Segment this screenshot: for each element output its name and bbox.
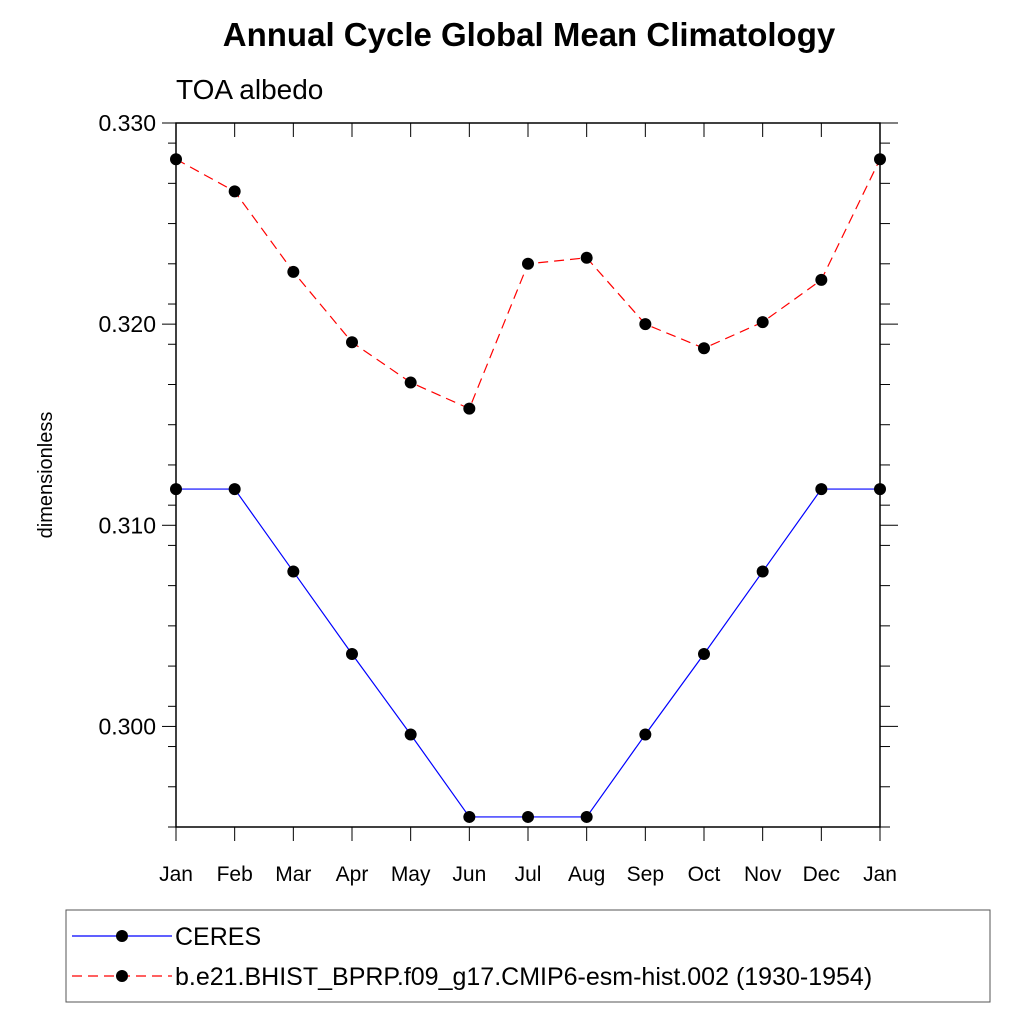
y-axis-label: dimensionless (35, 412, 57, 539)
x-tick-label: Mar (275, 863, 311, 886)
legend-label-model: b.e21.BHIST_BPRP.f09_g17.CMIP6-esm-hist.… (175, 963, 872, 991)
series-line-0 (176, 488, 880, 818)
series-1-point (346, 336, 358, 349)
series-0-point (346, 648, 358, 661)
x-tick-label: May (391, 863, 431, 886)
x-tick-label: Sep (627, 863, 664, 886)
series-0-point (639, 728, 652, 741)
series-0-point (404, 728, 417, 741)
series-1-point (815, 273, 828, 286)
legend-entry-ceres: CERES (72, 923, 261, 951)
series-1-point (580, 251, 593, 264)
x-tick-label: Aug (568, 863, 605, 886)
series-0-point (463, 810, 476, 823)
y-tick-label: 0.330 (98, 110, 156, 136)
series-line-1 (175, 158, 881, 410)
x-tick-label: Jun (452, 863, 486, 886)
series-0-point (874, 483, 886, 496)
series-1-point (639, 318, 652, 331)
series-1-point (404, 376, 417, 389)
chart-title: Annual Cycle Global Mean Climatology (223, 16, 836, 53)
series-1-point (287, 265, 300, 278)
axes: Jan Feb Mar Apr May Jun Jul Aug Sep Oct Nov Dec Jan 0… (98, 110, 898, 886)
series-0-point (698, 648, 710, 661)
series-0-point (522, 810, 534, 823)
series-0-point (815, 483, 828, 496)
x-tick-label: Dec (803, 863, 840, 886)
x-tick-label: Jul (515, 863, 542, 886)
series-0-point (287, 565, 300, 578)
x-tick-label: Jan (159, 863, 193, 886)
legend-marker-ceres (116, 930, 128, 942)
series-1-point (170, 153, 182, 166)
chart-subtitle: TOA albedo (176, 74, 323, 105)
y-tick-label: 0.300 (98, 713, 156, 739)
legend-marker-model (116, 970, 128, 982)
x-tick-label: Nov (744, 863, 782, 886)
series-1-point (463, 402, 476, 415)
series-1-point (756, 316, 769, 329)
series-1-point (698, 342, 710, 355)
plot-frame (175, 122, 881, 828)
y-tick-label: 0.320 (98, 311, 156, 337)
x-tick-label: Feb (217, 863, 253, 886)
series-0-point (756, 565, 769, 578)
series-layer (170, 153, 886, 823)
legend-box (65, 909, 991, 1003)
series-0-point (228, 483, 241, 496)
legend-entry-model: b.e21.BHIST_BPRP.f09_g17.CMIP6-esm-hist.… (72, 963, 872, 991)
series-0-point (170, 483, 182, 496)
x-tick-label: Jan (863, 863, 897, 886)
series-1-point (874, 153, 886, 166)
x-tick-label: Oct (688, 863, 721, 886)
x-tick-label: Apr (336, 863, 369, 886)
series-0-point (580, 810, 593, 823)
y-tick-label: 0.310 (98, 512, 156, 538)
series-1-point (228, 185, 241, 198)
series-1-point (522, 257, 534, 270)
legend: CERES b.e21.BHIST_BPRP.f09_g17.CMIP6-esm… (65, 909, 991, 1003)
legend-label-ceres: CERES (175, 923, 261, 951)
